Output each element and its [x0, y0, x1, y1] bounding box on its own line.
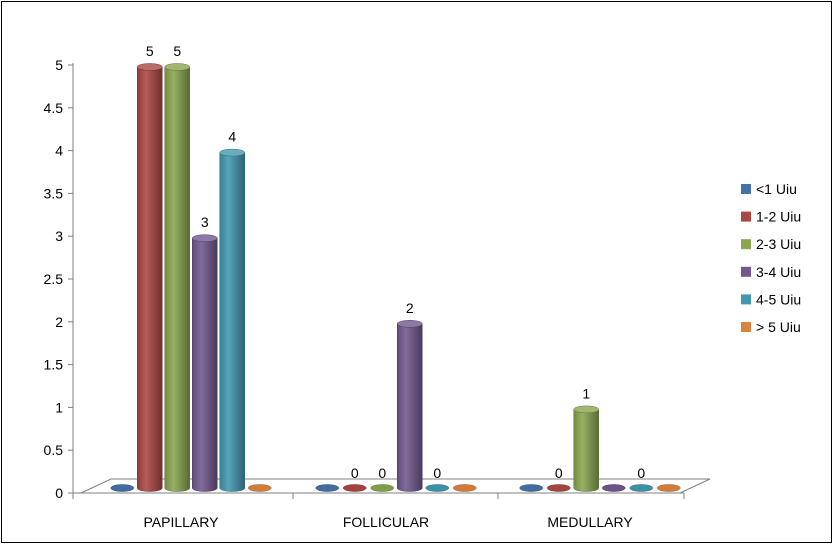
bar-top [164, 63, 190, 71]
legend-label: > 5 Uiu [756, 319, 801, 335]
x-category-label: PAPILLARY [144, 514, 220, 530]
bar [315, 484, 339, 492]
bar-disc [425, 484, 449, 492]
bar-disc [370, 484, 394, 492]
y-tick-label: 4.5 [44, 100, 64, 116]
bar-body [573, 409, 599, 492]
bar-top [573, 405, 599, 414]
bar-body [219, 152, 245, 492]
bar-top [219, 148, 245, 157]
bar [602, 484, 626, 492]
y-tick-label: 3.5 [44, 185, 64, 201]
bar-body [397, 323, 423, 492]
y-tick-label: 4 [55, 143, 63, 159]
y-tick-label: 1 [55, 399, 63, 415]
y-tick-label: 3 [55, 228, 63, 244]
legend-label: 1-2 Uiu [756, 209, 801, 225]
data-label: 0 [637, 465, 645, 481]
bar [547, 484, 571, 492]
legend-item: > 5 Uiu [741, 319, 801, 335]
x-category-label: FOLLICULAR [343, 514, 429, 530]
bar-top [397, 320, 423, 328]
bar [453, 484, 477, 492]
y-tick-label: 0.5 [44, 442, 64, 458]
bar [657, 484, 681, 492]
bar-disc [315, 484, 339, 492]
legend-label: 3-4 Uiu [756, 264, 801, 280]
legend-swatch [741, 294, 751, 305]
y-tick-label: 2 [55, 314, 63, 330]
data-label: 0 [433, 465, 441, 481]
bar-top [192, 234, 218, 242]
data-label: 0 [378, 465, 386, 481]
bar [370, 484, 394, 492]
bar-disc [657, 484, 681, 492]
bar-body [137, 66, 163, 492]
bar-body [164, 66, 190, 492]
bar [110, 484, 134, 492]
data-label: 0 [351, 465, 359, 481]
legend-label: <1 Uiu [756, 181, 797, 197]
bar [629, 484, 653, 492]
y-tick-label: 1.5 [44, 357, 64, 373]
legend-label: 2-3 Uiu [756, 236, 801, 252]
bars [110, 63, 681, 492]
legend-item: 4-5 Uiu [741, 291, 801, 307]
legend-item: 2-3 Uiu [741, 236, 801, 252]
bar [397, 320, 423, 492]
bar [137, 63, 163, 492]
bar-top [137, 63, 163, 71]
x-category-label: MEDULLARY [547, 514, 633, 530]
legend-swatch [741, 322, 751, 332]
bar-disc [453, 484, 477, 492]
y-tick-label: 0 [55, 485, 63, 501]
bar [219, 148, 245, 492]
bar [573, 405, 599, 492]
data-label: 2 [406, 300, 414, 316]
bar-body [192, 237, 218, 492]
bar [164, 63, 190, 492]
legend-item: 1-2 Uiu [741, 209, 801, 225]
data-label: 5 [173, 43, 181, 59]
category-labels: PAPILLARY FOLLICULAR MEDULLARY [144, 514, 634, 530]
legend-label: 4-5 Uiu [756, 291, 801, 307]
bar-disc [547, 484, 571, 492]
legend-swatch [741, 239, 751, 250]
data-label: 1 [582, 385, 590, 401]
bar [192, 234, 218, 492]
data-label: 3 [201, 214, 209, 230]
bar [519, 484, 543, 492]
bar-disc [602, 484, 626, 492]
y-tick-label: 2.5 [44, 271, 64, 287]
data-label: 4 [228, 129, 236, 145]
legend-item: <1 Uiu [741, 181, 797, 197]
bar-disc [519, 484, 543, 492]
bar-disc [343, 484, 367, 492]
y-tick-label: 5 [55, 57, 63, 73]
data-label: 5 [146, 43, 154, 59]
legend-swatch [741, 266, 751, 277]
legend-item: 3-4 Uiu [741, 264, 801, 280]
legend: <1 Uiu 1-2 Uiu 2-3 Uiu 3-4 Uiu 4-5 Uiu > 5 Ui… [741, 181, 801, 335]
bar-disc [629, 484, 653, 492]
data-labels: 5 5 3 4 0 0 2 0 0 1 0 [146, 43, 646, 481]
data-label: 0 [555, 465, 563, 481]
bar [425, 484, 449, 492]
legend-swatch [741, 211, 751, 222]
bar-disc [110, 484, 134, 492]
bar [343, 484, 367, 492]
legend-swatch [741, 184, 751, 194]
bar-disc [248, 484, 272, 492]
bar [248, 484, 272, 492]
